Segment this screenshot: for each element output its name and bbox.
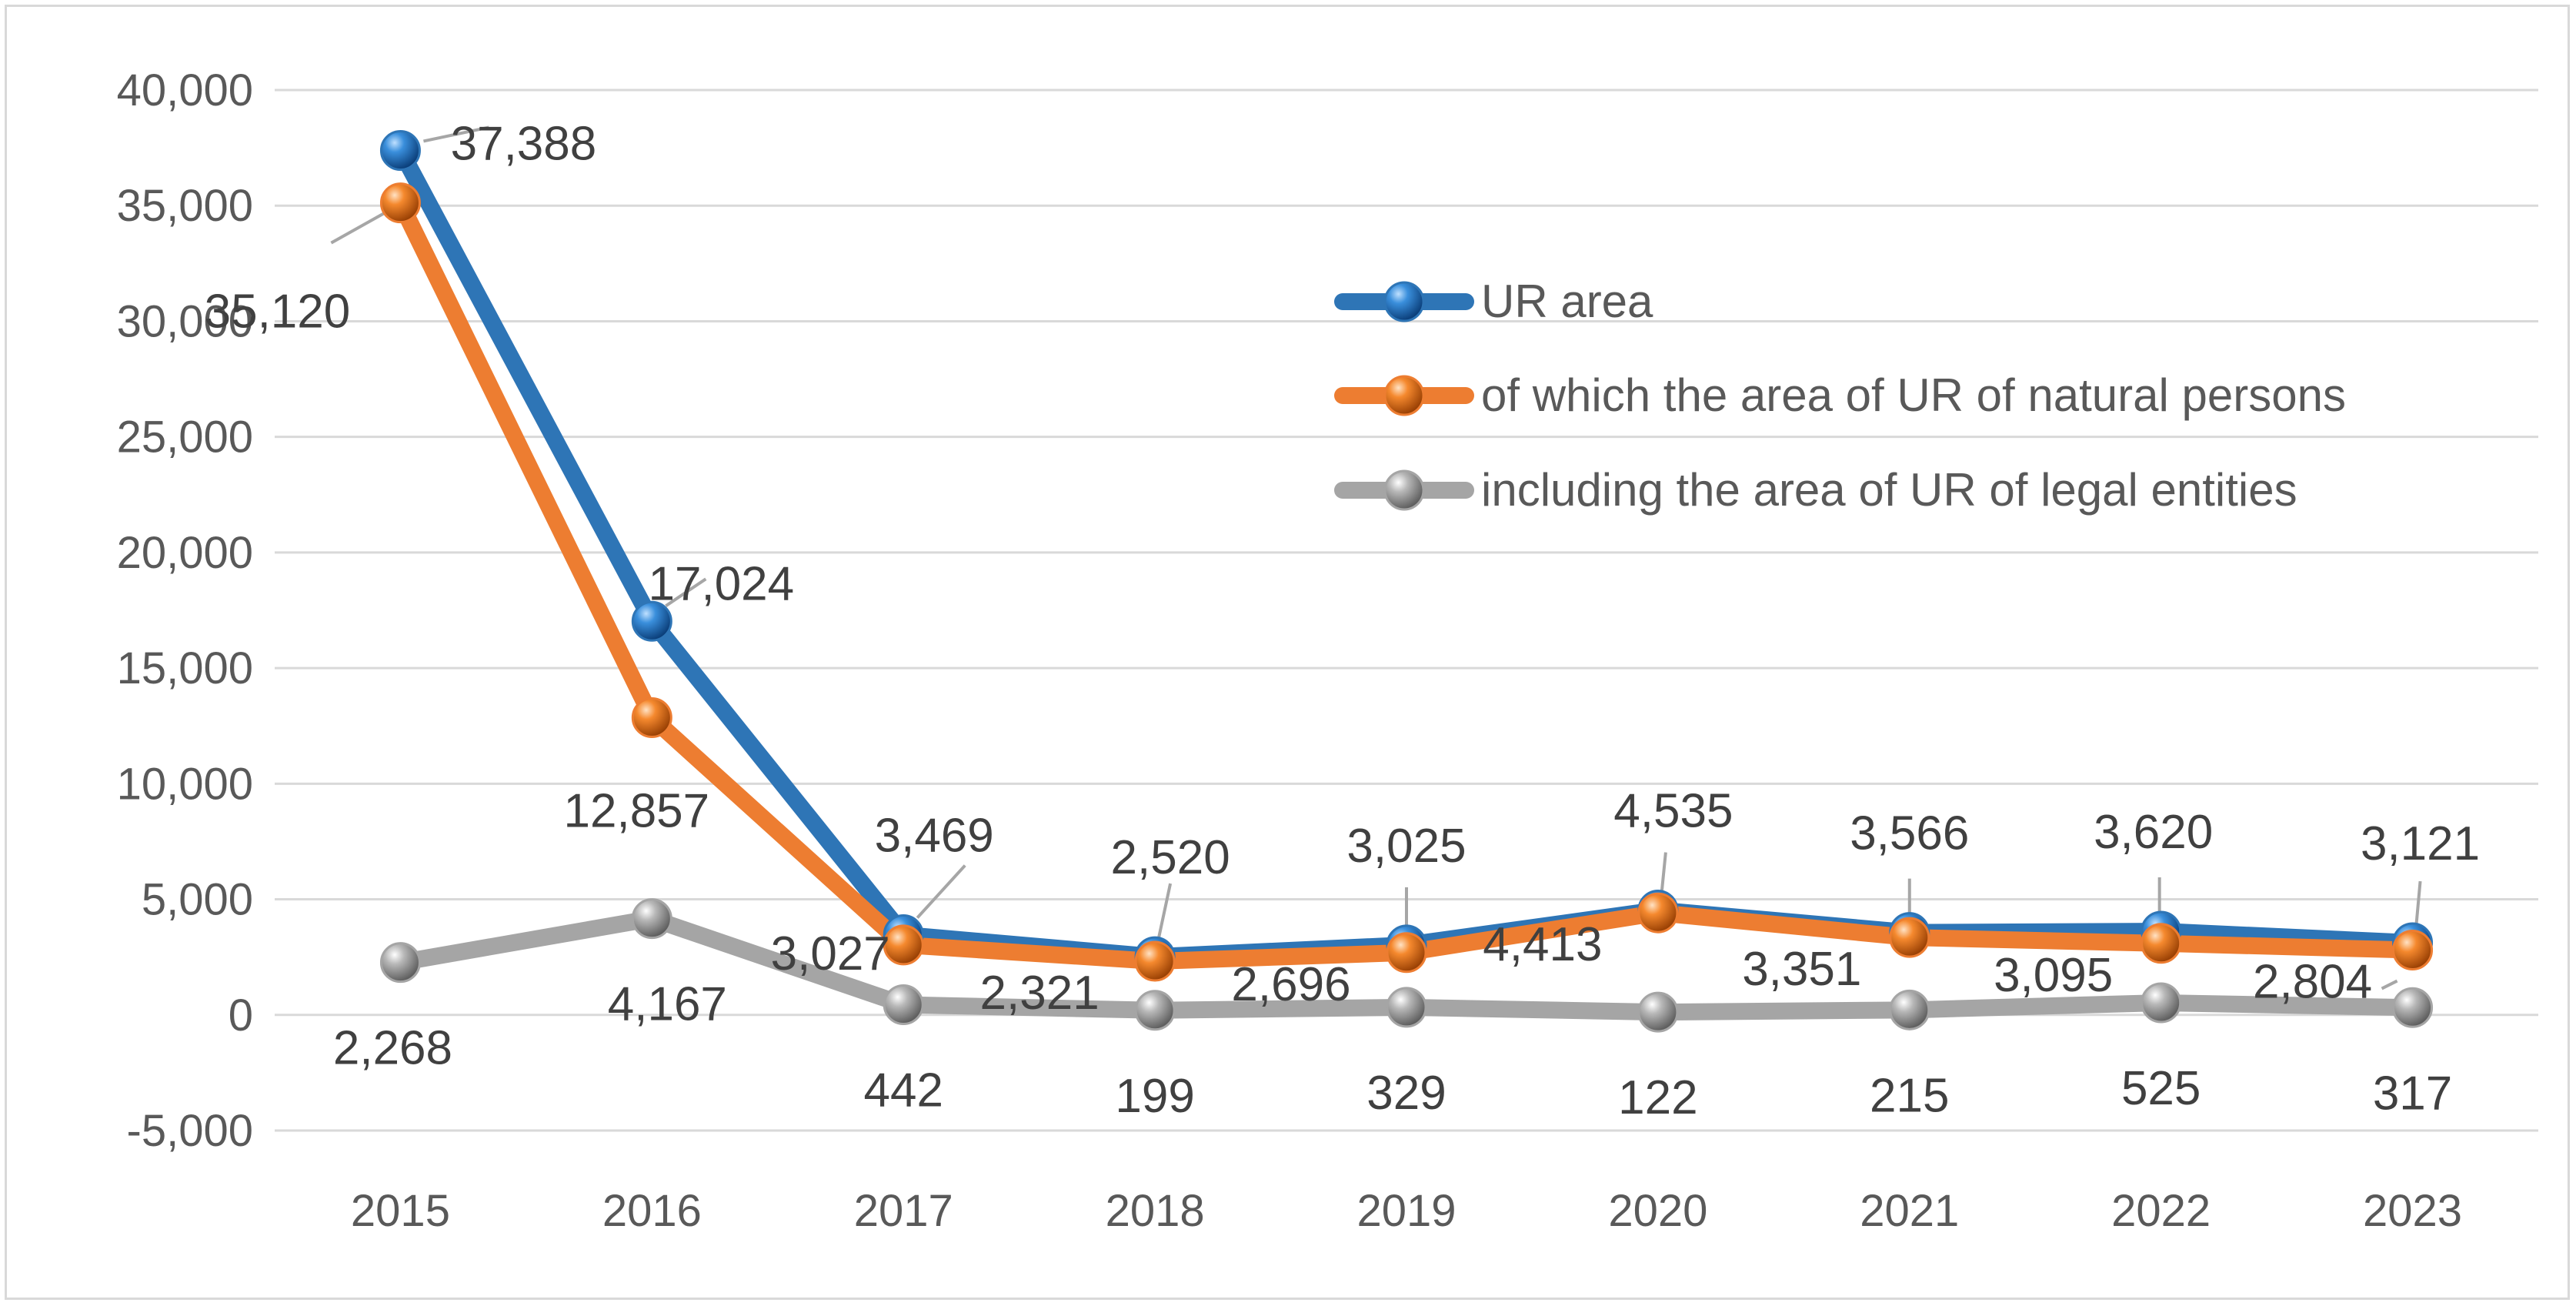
label-leader-lines xyxy=(330,125,2422,990)
legend-label: of which the area of UR of natural perso… xyxy=(1481,369,2346,421)
legal-entities-data-label: 4,167 xyxy=(608,978,727,1031)
ur-area-point xyxy=(379,129,421,171)
legal-entities-point xyxy=(1134,990,1176,1031)
leader-line xyxy=(330,209,390,245)
legend-marker-swatch xyxy=(1383,375,1425,416)
legal-entities-point xyxy=(379,942,421,984)
x-tick-label: 2020 xyxy=(1608,1186,1707,1236)
legal-entities-data-label: 2,268 xyxy=(333,1022,452,1075)
ur-area-data-label: 4,535 xyxy=(1613,785,1733,838)
natural-persons-data-label: 2,321 xyxy=(980,967,1099,1020)
ur-area-data-label: 3,469 xyxy=(875,810,994,863)
x-tick-label: 2023 xyxy=(2363,1186,2462,1236)
legend-natural-persons: of which the area of UR of natural perso… xyxy=(1334,369,2346,421)
legal-entities-data-label: 215 xyxy=(1870,1069,1949,1122)
y-tick-label: 25,000 xyxy=(117,413,253,463)
legend-marker-swatch xyxy=(1383,469,1425,511)
legend-marker-swatch xyxy=(1383,281,1425,322)
x-tick-label: 2018 xyxy=(1106,1186,1205,1236)
ur-area-point xyxy=(631,600,672,642)
legal-entities-data-label: 122 xyxy=(1618,1071,1697,1124)
legal-entities-point xyxy=(1386,987,1427,1028)
natural-persons-point xyxy=(631,696,672,738)
x-tick-label: 2022 xyxy=(2111,1186,2211,1236)
legal-entities-point xyxy=(883,984,924,1025)
series-markers xyxy=(379,129,2434,1033)
legal-entities-data-label: 329 xyxy=(1366,1067,1446,1120)
y-tick-label: 0 xyxy=(229,990,253,1040)
natural-persons-point xyxy=(1637,892,1679,934)
chart-frame: -5,000 0 5,000 10,000 15,000 20,000 25,000 30,0… xyxy=(5,5,2570,1300)
x-tick-label: 2021 xyxy=(1860,1186,1959,1236)
legal-entities-data-label: 317 xyxy=(2373,1067,2452,1120)
ur-area-data-label: 3,121 xyxy=(2361,817,2480,870)
leader-line xyxy=(665,577,707,607)
natural-persons-data-label: 4,413 xyxy=(1483,918,1602,971)
natural-persons-point xyxy=(883,924,924,966)
natural-persons-point xyxy=(2392,930,2434,971)
legal-entities-point xyxy=(2141,982,2182,1024)
natural-persons-data-label: 3,027 xyxy=(771,927,890,980)
y-tick-label: 40,000 xyxy=(117,65,253,115)
x-axis: 2015 2016 2017 2018 2019 2020 2021 2022 2023 xyxy=(351,1186,2462,1236)
legal-entities-data-label: 525 xyxy=(2121,1062,2201,1115)
ur-area-data-label: 3,620 xyxy=(2094,806,2213,859)
natural-persons-data-label: 35,120 xyxy=(205,286,351,339)
natural-persons-point xyxy=(379,182,421,224)
leader-line xyxy=(423,125,489,143)
legend-legal-entities: including the area of UR of legal entiti… xyxy=(1334,464,2297,516)
leader-line xyxy=(1660,852,1667,891)
natural-persons-data-label: 3,351 xyxy=(1742,943,1861,996)
line-chart: -5,000 0 5,000 10,000 15,000 20,000 25,000 30,0… xyxy=(117,65,2538,1236)
legal-entities-point xyxy=(2392,987,2434,1028)
y-tick-label: -5,000 xyxy=(127,1106,253,1156)
ur-area-data-label: 3,566 xyxy=(1850,807,1969,860)
x-tick-label: 2019 xyxy=(1356,1186,1456,1236)
leader-line xyxy=(1157,883,1173,938)
legal-entities-data-label: 442 xyxy=(863,1064,943,1117)
natural-persons-point xyxy=(2141,923,2182,964)
legend: UR area of which the area of UR of natura… xyxy=(1334,276,2346,516)
x-tick-label: 2016 xyxy=(602,1186,702,1236)
legal-entities-data-label: 199 xyxy=(1115,1070,1194,1123)
natural-persons-point xyxy=(1134,940,1176,982)
ur-area-data-label: 3,025 xyxy=(1346,820,1466,873)
ur-area-data-label: 2,520 xyxy=(1111,831,1230,884)
natural-persons-data-label: 3,095 xyxy=(1994,949,2113,1002)
x-tick-label: 2015 xyxy=(351,1186,450,1236)
x-tick-label: 2017 xyxy=(854,1186,953,1236)
y-tick-label: 30,000 xyxy=(117,296,253,346)
y-tick-label: 20,000 xyxy=(117,528,253,578)
legend-label: UR area xyxy=(1481,276,1653,327)
natural-persons-data-label: 2,696 xyxy=(1231,958,1350,1011)
ur-area-data-label: 17,024 xyxy=(649,557,795,610)
y-axis: -5,000 0 5,000 10,000 15,000 20,000 25,000 30,0… xyxy=(117,65,253,1156)
gridlines xyxy=(275,89,2538,1132)
natural-persons-point xyxy=(1386,932,1427,974)
y-tick-label: 5,000 xyxy=(142,875,253,925)
natural-persons-point xyxy=(1889,917,1930,958)
leader-line xyxy=(2381,979,2398,990)
legend-ur-area: UR area xyxy=(1334,276,1653,327)
leader-line xyxy=(916,864,966,919)
leader-line xyxy=(2414,880,2422,924)
natural-persons-data-label: 12,857 xyxy=(564,784,710,837)
y-tick-label: 15,000 xyxy=(117,643,253,693)
legal-entities-point xyxy=(1637,991,1679,1033)
legal-entities-point xyxy=(631,898,672,940)
data-labels: 37,388 17,024 3,469 2,520 3,025 4,535 3,566 3,6… xyxy=(205,117,2481,1124)
legal-entities-point xyxy=(1889,989,1930,1030)
ur-area-data-label: 37,388 xyxy=(451,117,597,170)
natural-persons-data-label: 2,804 xyxy=(2253,956,2372,1009)
y-tick-label: 10,000 xyxy=(117,759,253,809)
legend-label: including the area of UR of legal entiti… xyxy=(1481,464,2297,516)
y-tick-label: 35,000 xyxy=(117,181,253,231)
